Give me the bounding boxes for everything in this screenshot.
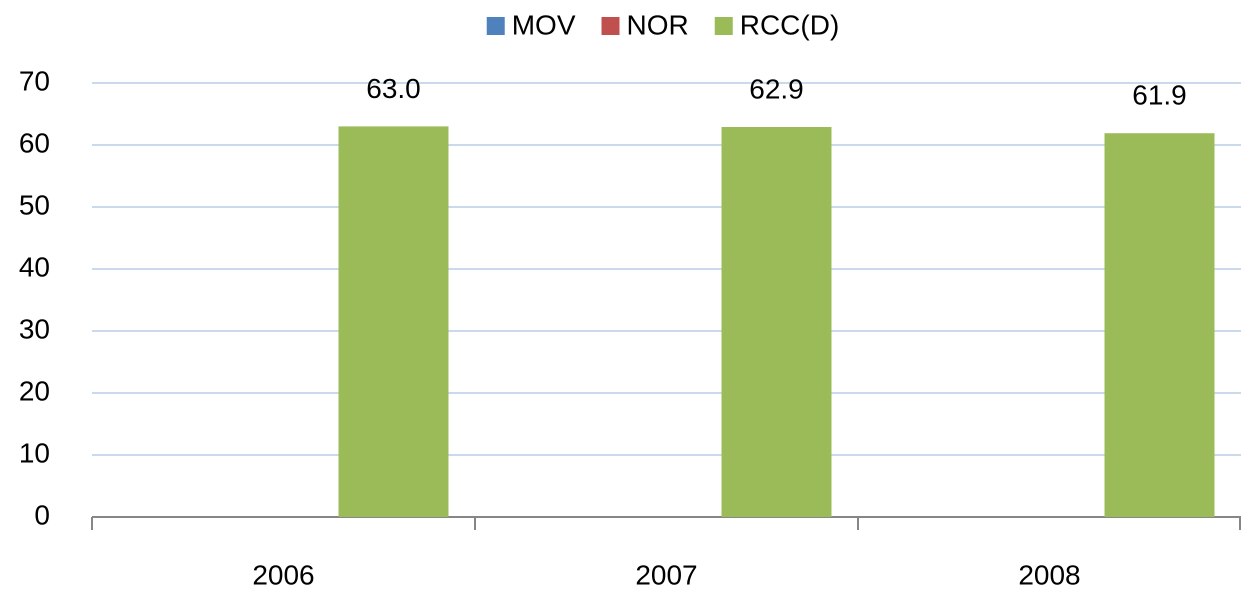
bar — [1104, 133, 1215, 517]
x-tick-label: 2008 — [1018, 559, 1080, 590]
y-tick-label: 30 — [19, 313, 50, 344]
y-tick-label: 60 — [19, 127, 50, 158]
legend-label: RCC(D) — [740, 9, 840, 40]
y-tick-label: 10 — [19, 437, 50, 468]
y-tick-label: 0 — [34, 499, 50, 530]
legend-swatch — [601, 17, 620, 35]
legend-label: MOV — [512, 9, 576, 40]
y-tick-label: 40 — [19, 251, 50, 282]
legend-swatch — [486, 17, 505, 35]
y-tick-label: 20 — [19, 375, 50, 406]
x-tick-label: 2007 — [635, 559, 697, 590]
data-label: 63.0 — [366, 73, 421, 104]
legend-label: NOR — [627, 9, 689, 40]
data-label: 62.9 — [749, 73, 804, 104]
data-label: 61.9 — [1132, 80, 1187, 111]
x-tick-label: 2006 — [252, 559, 314, 590]
y-tick-label: 50 — [19, 189, 50, 220]
legend-swatch — [714, 17, 733, 35]
y-tick-label: 70 — [19, 65, 50, 96]
bar — [721, 127, 832, 518]
bar — [338, 126, 449, 518]
